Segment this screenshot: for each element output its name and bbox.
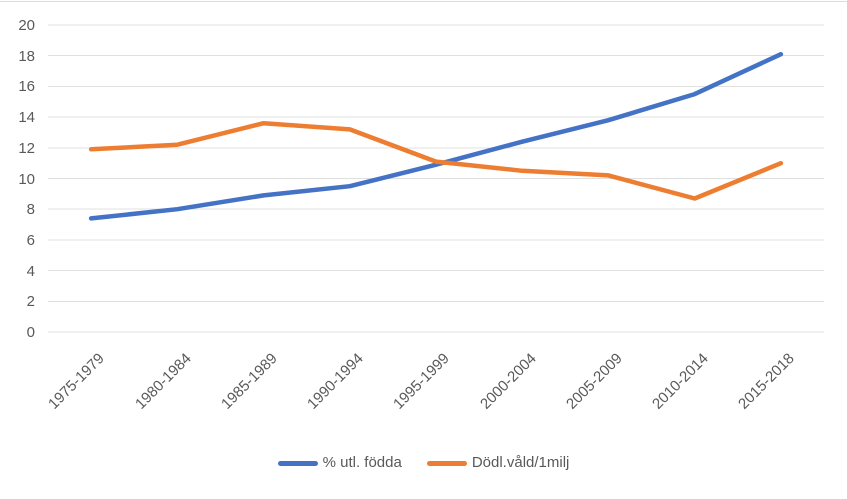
y-axis-tick-label: 12 xyxy=(18,139,35,157)
legend: % utl. födda Dödl.våld/1milj xyxy=(0,453,847,473)
legend-label: % utl. födda xyxy=(322,454,402,471)
y-axis-tick-label: 8 xyxy=(26,201,35,219)
y-axis-tick-label: 0 xyxy=(26,324,35,341)
legend-label: Dödl.våld/1milj xyxy=(471,454,570,471)
y-axis-tick-label: 10 xyxy=(18,170,35,188)
y-axis-tick-label: 20 xyxy=(18,17,35,34)
y-axis-tick-label: 18 xyxy=(18,47,35,65)
legend-swatch-icon xyxy=(426,460,467,466)
top-border-line xyxy=(0,1,847,2)
y-axis-tick-label: 14 xyxy=(18,109,35,127)
legend-item-1: Dödl.våld/1milj xyxy=(426,453,570,473)
y-axis-tick-label: 4 xyxy=(26,262,35,280)
y-axis-tick-label: 6 xyxy=(26,231,35,249)
y-axis-tick-label: 2 xyxy=(26,293,35,311)
series-line-0 xyxy=(88,51,784,221)
legend-item-0: % utl. födda xyxy=(277,453,402,473)
legend-swatch-icon xyxy=(277,460,318,466)
y-axis-tick-label: 16 xyxy=(18,78,35,96)
series-line-1 xyxy=(88,120,784,201)
